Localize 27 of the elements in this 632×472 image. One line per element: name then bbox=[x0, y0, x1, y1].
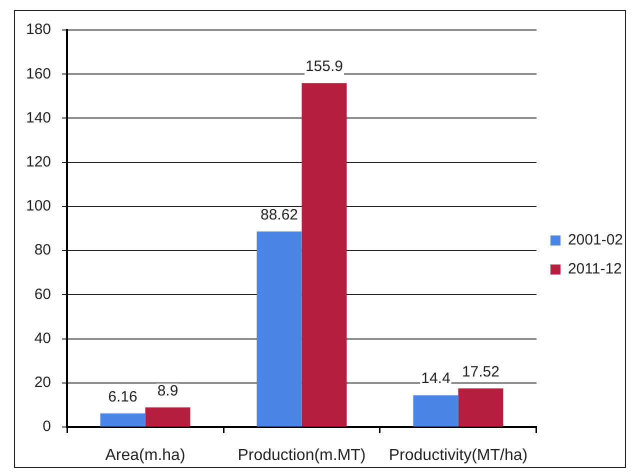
data-label: 17.52 bbox=[462, 363, 500, 380]
data-label: 155.9 bbox=[305, 58, 344, 76]
y-tick-label: 60 bbox=[34, 286, 52, 303]
y-tick-label: 140 bbox=[26, 109, 52, 126]
y-tick-label: 160 bbox=[26, 65, 52, 82]
data-label: 6.16 bbox=[108, 388, 138, 406]
data-label: 88.62 bbox=[260, 206, 298, 224]
bar bbox=[458, 388, 504, 426]
y-tick-label: 0 bbox=[42, 418, 52, 436]
legend-label: 2011-12 bbox=[568, 260, 622, 278]
bar bbox=[413, 395, 458, 426]
y-tick-label: 100 bbox=[26, 198, 52, 215]
y-tick-label: 80 bbox=[34, 242, 52, 259]
x-tick-label: Productivity(MT/ha) bbox=[388, 447, 528, 464]
x-tick-label: Area(m.ha) bbox=[105, 447, 186, 464]
data-label: 8.9 bbox=[157, 382, 178, 400]
bar bbox=[100, 413, 146, 426]
y-tick-label: 180 bbox=[26, 21, 52, 38]
bar bbox=[302, 83, 347, 426]
y-tick-label: 120 bbox=[26, 153, 52, 170]
x-tick-label: Production(m.MT) bbox=[238, 447, 366, 464]
bar bbox=[145, 407, 190, 426]
bar bbox=[256, 232, 302, 426]
data-label: 14.4 bbox=[421, 370, 450, 388]
y-tick-label: 20 bbox=[34, 374, 52, 392]
y-tick-label: 40 bbox=[34, 330, 52, 347]
legend-label: 2001-02 bbox=[568, 232, 624, 249]
